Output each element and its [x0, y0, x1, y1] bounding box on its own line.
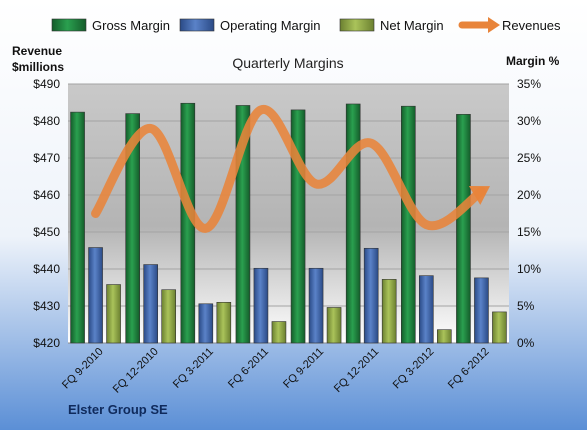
legend-arrowhead — [488, 17, 500, 33]
left-tick-label: $460 — [33, 188, 60, 202]
bar-net-margin — [437, 329, 452, 344]
right-tick-label: 15% — [517, 225, 541, 239]
bar-gross-margin — [70, 111, 85, 344]
bar-net-margin — [216, 301, 232, 344]
right-tick-label: 0% — [517, 336, 535, 350]
right-tick-label: 20% — [517, 188, 541, 202]
bar-net-margin — [492, 311, 507, 344]
bar-gross-margin — [401, 105, 416, 344]
legend-swatch — [339, 18, 375, 32]
right-tick-label: 35% — [517, 77, 541, 91]
revenue-arrowhead — [468, 186, 490, 205]
legend-label: Operating Margin — [220, 18, 320, 33]
right-axis-ticks: 0% 5% 10% 15% 20% 25% 30% 35% — [517, 77, 541, 350]
right-axis-label: Margin % — [506, 54, 560, 68]
left-axis-ticks: $420 $430 $440 $450 $460 $470 $480 $490 — [33, 77, 60, 350]
legend: Gross Margin Operating Margin Net Margin Re… — [51, 17, 561, 33]
bar-gross-margin — [456, 114, 471, 344]
right-tick-label: 10% — [517, 262, 541, 276]
bar-operating-margin — [308, 267, 324, 344]
company-name: Elster Group SE — [68, 402, 168, 417]
right-tick-label: 5% — [517, 299, 535, 313]
bar-net-margin — [106, 284, 121, 344]
bar-gross-margin — [345, 103, 361, 344]
left-tick-label: $450 — [33, 225, 60, 239]
chart-title: Quarterly Margins — [232, 55, 343, 71]
bar-net-margin — [381, 279, 397, 344]
left-tick-label: $470 — [33, 151, 60, 165]
bar-gross-margin — [125, 113, 140, 344]
legend-swatch — [51, 18, 87, 32]
gridlines — [68, 83, 509, 344]
bar-operating-margin — [143, 264, 158, 344]
bar-operating-margin — [419, 275, 434, 344]
bar-operating-margin — [253, 267, 269, 344]
revenue-line — [91, 105, 486, 233]
legend-label: Revenues — [502, 18, 561, 33]
right-tick-label: 25% — [517, 151, 541, 165]
legend-swatch — [179, 18, 215, 32]
legend-label: Net Margin — [380, 18, 444, 33]
bar-net-margin — [326, 307, 342, 344]
bar-operating-margin — [88, 247, 103, 344]
left-tick-label: $490 — [33, 77, 60, 91]
right-tick-label: 30% — [517, 114, 541, 128]
revenue-line-group — [91, 105, 490, 233]
left-axis-label-line2: $millions — [12, 60, 64, 74]
bar-net-margin — [161, 289, 176, 344]
left-tick-label: $420 — [33, 336, 60, 350]
left-axis-label-line1: Revenue — [12, 44, 62, 58]
left-tick-label: $480 — [33, 114, 60, 128]
bar-net-margin — [271, 321, 287, 344]
bar-operating-margin — [474, 277, 489, 344]
left-tick-label: $430 — [33, 299, 60, 313]
bar-operating-margin — [198, 303, 214, 344]
left-tick-label: $440 — [33, 262, 60, 276]
legend-label: Gross Margin — [92, 18, 170, 33]
bar-operating-margin — [363, 247, 379, 344]
bars — [70, 102, 507, 344]
